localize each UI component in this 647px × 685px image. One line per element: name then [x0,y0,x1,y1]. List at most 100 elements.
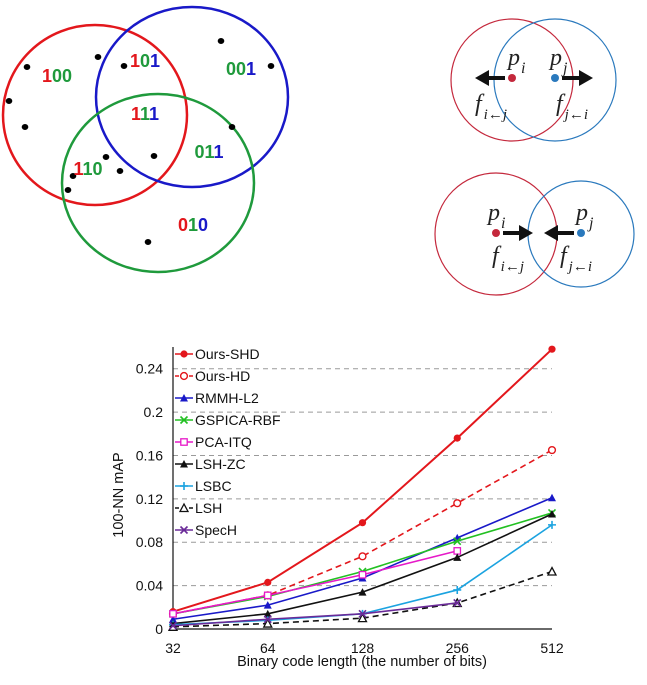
legend-item: SpecH [175,522,237,538]
data-point [453,537,462,546]
y-tick-label: 0.04 [136,578,163,594]
y-tick-label: 0.24 [136,361,163,377]
venn-code-digit: 1 [214,142,224,162]
venn-code-digit: 1 [130,51,140,71]
venn-circle-green [60,92,256,274]
series-line [172,602,458,627]
force-diagram-bottom: pi pj f i←j f j←i [434,172,635,296]
series-line [172,570,553,628]
venn-code-digit: 1 [140,104,150,124]
legend-label: LSH-ZC [195,456,246,472]
y-tick-label: 0.12 [136,491,163,507]
y-tick-label: 0 [155,621,163,637]
data-point [263,615,272,624]
data-point [547,445,557,455]
venn-point [23,64,31,70]
legend-label: Ours-SHD [195,346,260,362]
venn-code-digit: 0 [140,51,150,71]
x-tick-label: 64 [260,640,276,656]
series-pca-itq [169,547,462,618]
venn-point [116,168,124,174]
y-tick-label: 0.08 [136,534,163,550]
venn-code-digit: 1 [188,215,198,235]
venn-code: 011 [194,142,223,162]
venn-point [64,187,72,193]
venn-point [69,173,77,179]
legend-item: LSH-ZC [175,456,246,472]
legend-item: Ours-HD [175,368,250,384]
data-point [263,601,272,609]
tick-labels: 0 0.04 0.08 0.12 0.16 0.2 0.24 32 64 128 256 512 [136,361,564,656]
data-point [358,519,367,527]
data-point [180,482,188,490]
point-pi [508,74,516,82]
venn-code-digit: 0 [93,159,103,179]
data-point [178,502,190,513]
data-point [453,585,462,594]
venn-code-digit: 1 [73,159,83,179]
label-fj: f j←i [560,243,592,275]
venn-point [21,124,29,130]
data-point [548,493,556,502]
data-point [357,612,368,623]
legend-item: LSH [175,500,222,516]
x-tick-label: 32 [165,640,181,656]
venn-code-digit: 1 [42,66,52,86]
venn-code: 111 [131,104,159,124]
venn-points [5,38,275,245]
data-point [548,520,556,529]
venn-circle-blue [94,5,290,189]
arrowhead-fj [544,225,558,241]
data-point [168,621,178,630]
data-point [263,591,272,600]
legend-label: LSH [195,500,222,516]
legend-label: Ours-HD [195,368,250,384]
venn-point [228,124,236,130]
legend-item: PCA-ITQ [175,434,252,450]
series-ours-shd [169,345,556,616]
venn-code-digit: 1 [83,159,93,179]
data-point [180,438,188,446]
legend: Ours-SHD Ours-HD RMMH-L2 GSPICA-RBF PCA-ITQ L… [175,346,281,538]
venn-code-digit: 1 [131,104,141,124]
point-pj [551,74,559,82]
y-tick-label: 0.2 [144,404,164,420]
venn-code-digit: 1 [150,51,160,71]
series-lsh-zc [169,510,556,628]
data-point [180,460,188,468]
venn-code-digit: 0 [226,59,236,79]
y-axis-label: 100-NN mAP [111,452,127,537]
data-point [180,394,188,402]
data-point [262,618,273,628]
venn-code-digit: 0 [194,142,204,162]
venn-point [5,98,13,104]
data-point [453,499,462,508]
data-point [548,510,556,518]
label-pi: pi [506,45,525,77]
x-tick-label: 128 [351,640,375,656]
venn-code: 010 [178,215,208,235]
venn-code-digit: 1 [246,59,256,79]
venn-code-digit: 0 [62,66,72,86]
series-line [172,550,458,615]
venn-code-digit: 1 [149,104,159,124]
legend-item: Ours-SHD [175,346,260,362]
data-point [358,570,367,579]
series-spech [168,598,462,630]
label-fi: f i←j [475,91,507,123]
x-tick-label: 512 [540,640,564,656]
venn-point [94,54,102,60]
venn-code-digit: 0 [236,59,246,79]
series [167,345,558,631]
label-pi: pi [486,200,505,232]
legend-label: LSBC [195,478,232,494]
venn-code-digit: 0 [198,215,208,235]
legend-item: GSPICA-RBF [175,412,281,428]
data-point [179,525,189,535]
venn-code-digit: 0 [52,66,62,86]
venn-code: 100 [42,66,72,86]
data-point [179,371,189,381]
data-point [180,350,188,358]
